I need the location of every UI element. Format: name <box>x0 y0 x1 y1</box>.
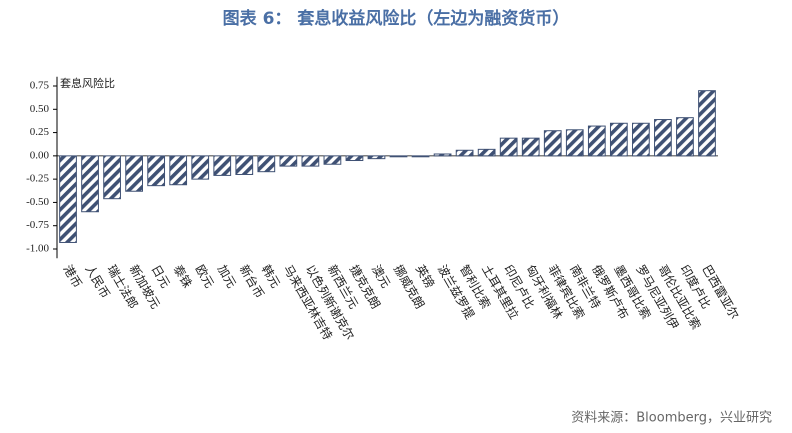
bar <box>213 155 232 176</box>
chart-title: 图表 6： 套息收益风险比（左边为融资货币） <box>223 8 570 29</box>
bar <box>499 137 518 157</box>
bar <box>125 155 143 192</box>
bar <box>235 155 254 175</box>
source-note: 资料来源：Bloomberg，兴业研究 <box>571 411 772 426</box>
bar <box>543 130 562 157</box>
y-tick-label: -0.75 <box>26 219 49 231</box>
bar <box>521 137 540 157</box>
bar <box>654 119 672 157</box>
y-tick-label: 0.00 <box>30 149 50 161</box>
y-tick-label: -1.00 <box>26 243 49 255</box>
y-axis-label: 套息风险比 <box>60 76 115 90</box>
bar <box>367 155 386 160</box>
bar <box>257 155 276 173</box>
bar <box>698 90 716 157</box>
y-tick-label: 0.25 <box>30 126 50 138</box>
x-tick-label: 加元 <box>215 263 239 291</box>
bar <box>477 148 496 157</box>
bar <box>565 129 584 157</box>
bar <box>455 149 474 157</box>
bar <box>609 122 628 157</box>
y-tick-label: 0.75 <box>30 80 50 92</box>
y-tick-label: -0.50 <box>26 196 49 208</box>
bar <box>279 155 298 167</box>
y-tick-label: -0.25 <box>26 173 49 185</box>
bar <box>301 155 320 167</box>
bar <box>389 155 408 158</box>
x-tick-label: 欧元 <box>193 263 217 291</box>
bar <box>587 125 606 157</box>
bar <box>433 153 452 157</box>
bar <box>323 155 342 165</box>
bar <box>676 117 694 157</box>
bar <box>632 122 650 157</box>
bar <box>169 155 188 186</box>
y-tick-label: 0.50 <box>30 103 50 115</box>
bar <box>191 155 210 180</box>
bar <box>147 155 166 187</box>
x-tick-label: 泰铢 <box>171 262 196 290</box>
bar <box>345 155 364 162</box>
x-tick-label: 港币 <box>60 263 84 291</box>
bar <box>59 155 77 243</box>
bar <box>103 155 121 200</box>
bar <box>81 155 99 213</box>
bar <box>411 155 430 158</box>
